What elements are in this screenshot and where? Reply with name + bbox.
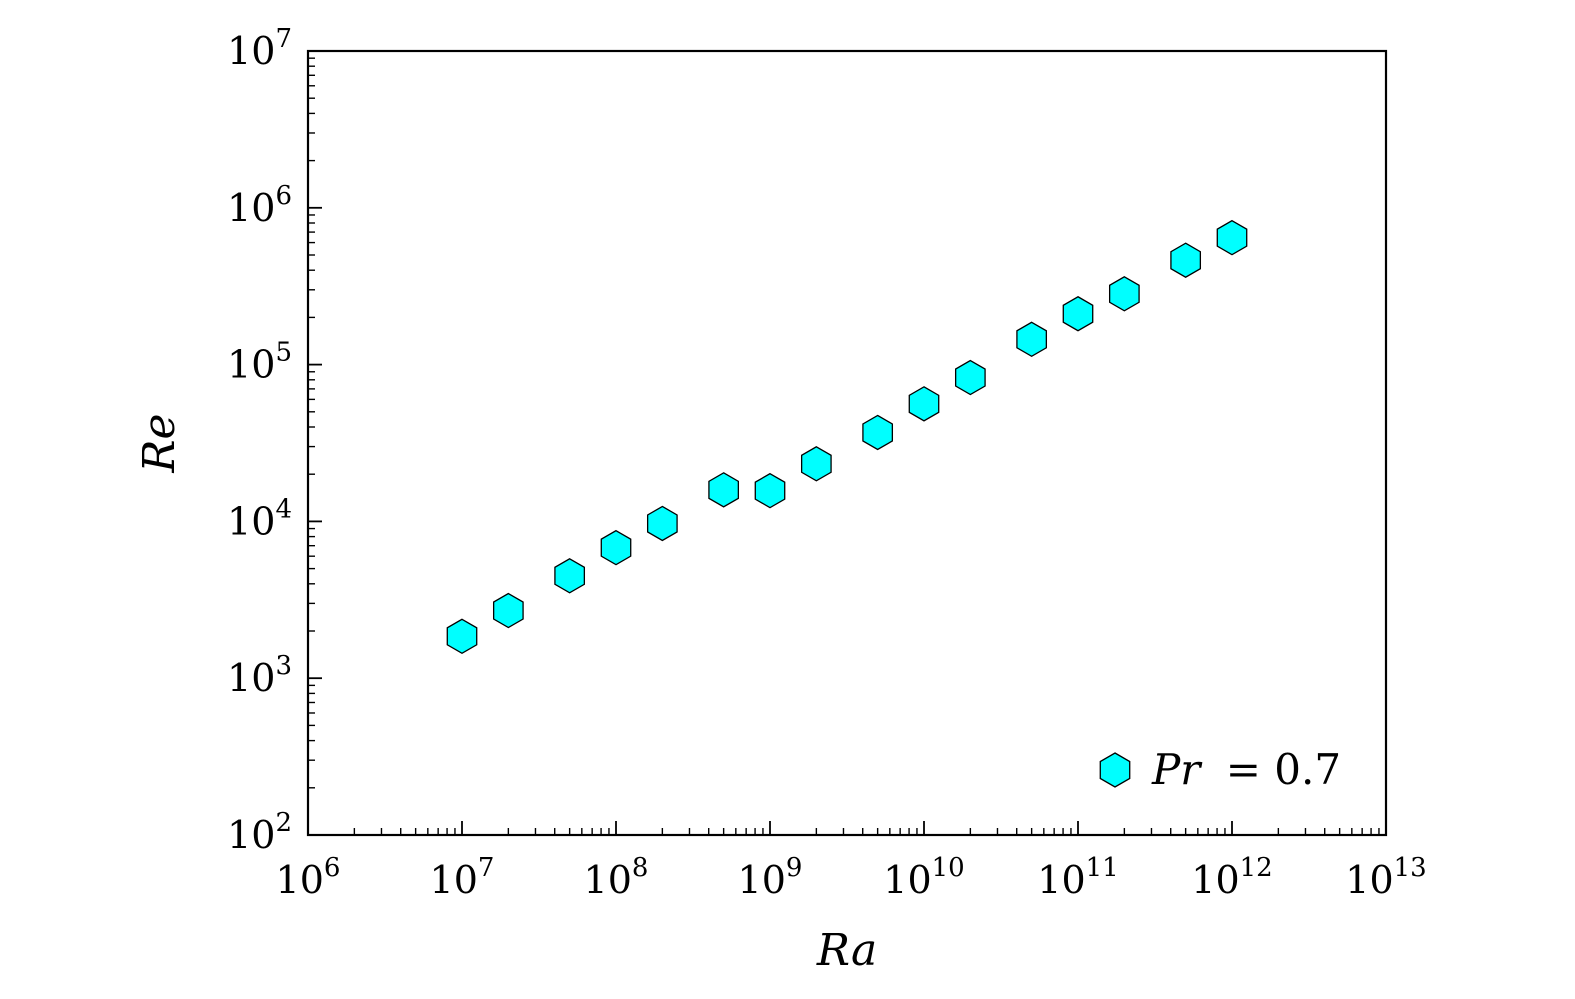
data-point xyxy=(1062,295,1094,332)
data-point xyxy=(492,592,524,629)
y-tick-label: 106 xyxy=(227,181,292,230)
y-tick-label: 104 xyxy=(227,494,292,543)
x-tick-label: 108 xyxy=(584,853,649,902)
data-point xyxy=(554,558,586,594)
x-axis-label: Ra xyxy=(816,925,877,976)
plot-frame xyxy=(306,49,1388,837)
x-tick-label: 106 xyxy=(276,853,341,902)
data-series xyxy=(446,219,1248,655)
legend-marker xyxy=(1099,752,1131,788)
y-tick-label: 103 xyxy=(227,651,292,700)
legend: Pr = 0.7 xyxy=(1099,745,1341,794)
data-point xyxy=(800,446,832,482)
legend-symbol: Pr xyxy=(1151,745,1203,794)
data-point xyxy=(954,359,986,396)
x-axis: 106 107 108 109 1010 1011 1012 1013 xyxy=(276,821,1427,902)
data-point xyxy=(646,505,678,542)
y-axis: 102 103 104 105 106 107 xyxy=(227,24,322,857)
x-tick-label: 1010 xyxy=(883,853,964,902)
legend-label: Pr = 0.7 xyxy=(1151,745,1341,794)
data-point xyxy=(708,472,740,508)
y-tick-label: 102 xyxy=(227,808,292,857)
data-point xyxy=(862,414,894,451)
data-point xyxy=(1170,242,1202,278)
legend-hexagon-marker xyxy=(1099,752,1131,788)
y-axis-label: Re xyxy=(134,413,185,473)
data-point xyxy=(1216,219,1248,256)
x-tick-label: 1013 xyxy=(1345,853,1426,902)
y-tick-label: 107 xyxy=(227,24,292,73)
data-point xyxy=(446,618,478,655)
legend-equation: = 0.7 xyxy=(1226,745,1341,794)
x-tick-label: 1012 xyxy=(1191,853,1272,902)
x-tick-label: 109 xyxy=(738,853,803,902)
x-tick-label: 107 xyxy=(430,853,495,902)
data-point xyxy=(754,472,786,509)
data-point xyxy=(908,386,940,422)
data-point xyxy=(1016,321,1048,358)
y-tick-label: 105 xyxy=(227,338,292,387)
data-point xyxy=(600,529,632,566)
x-tick-label: 1011 xyxy=(1037,853,1118,902)
data-point xyxy=(1108,276,1140,312)
